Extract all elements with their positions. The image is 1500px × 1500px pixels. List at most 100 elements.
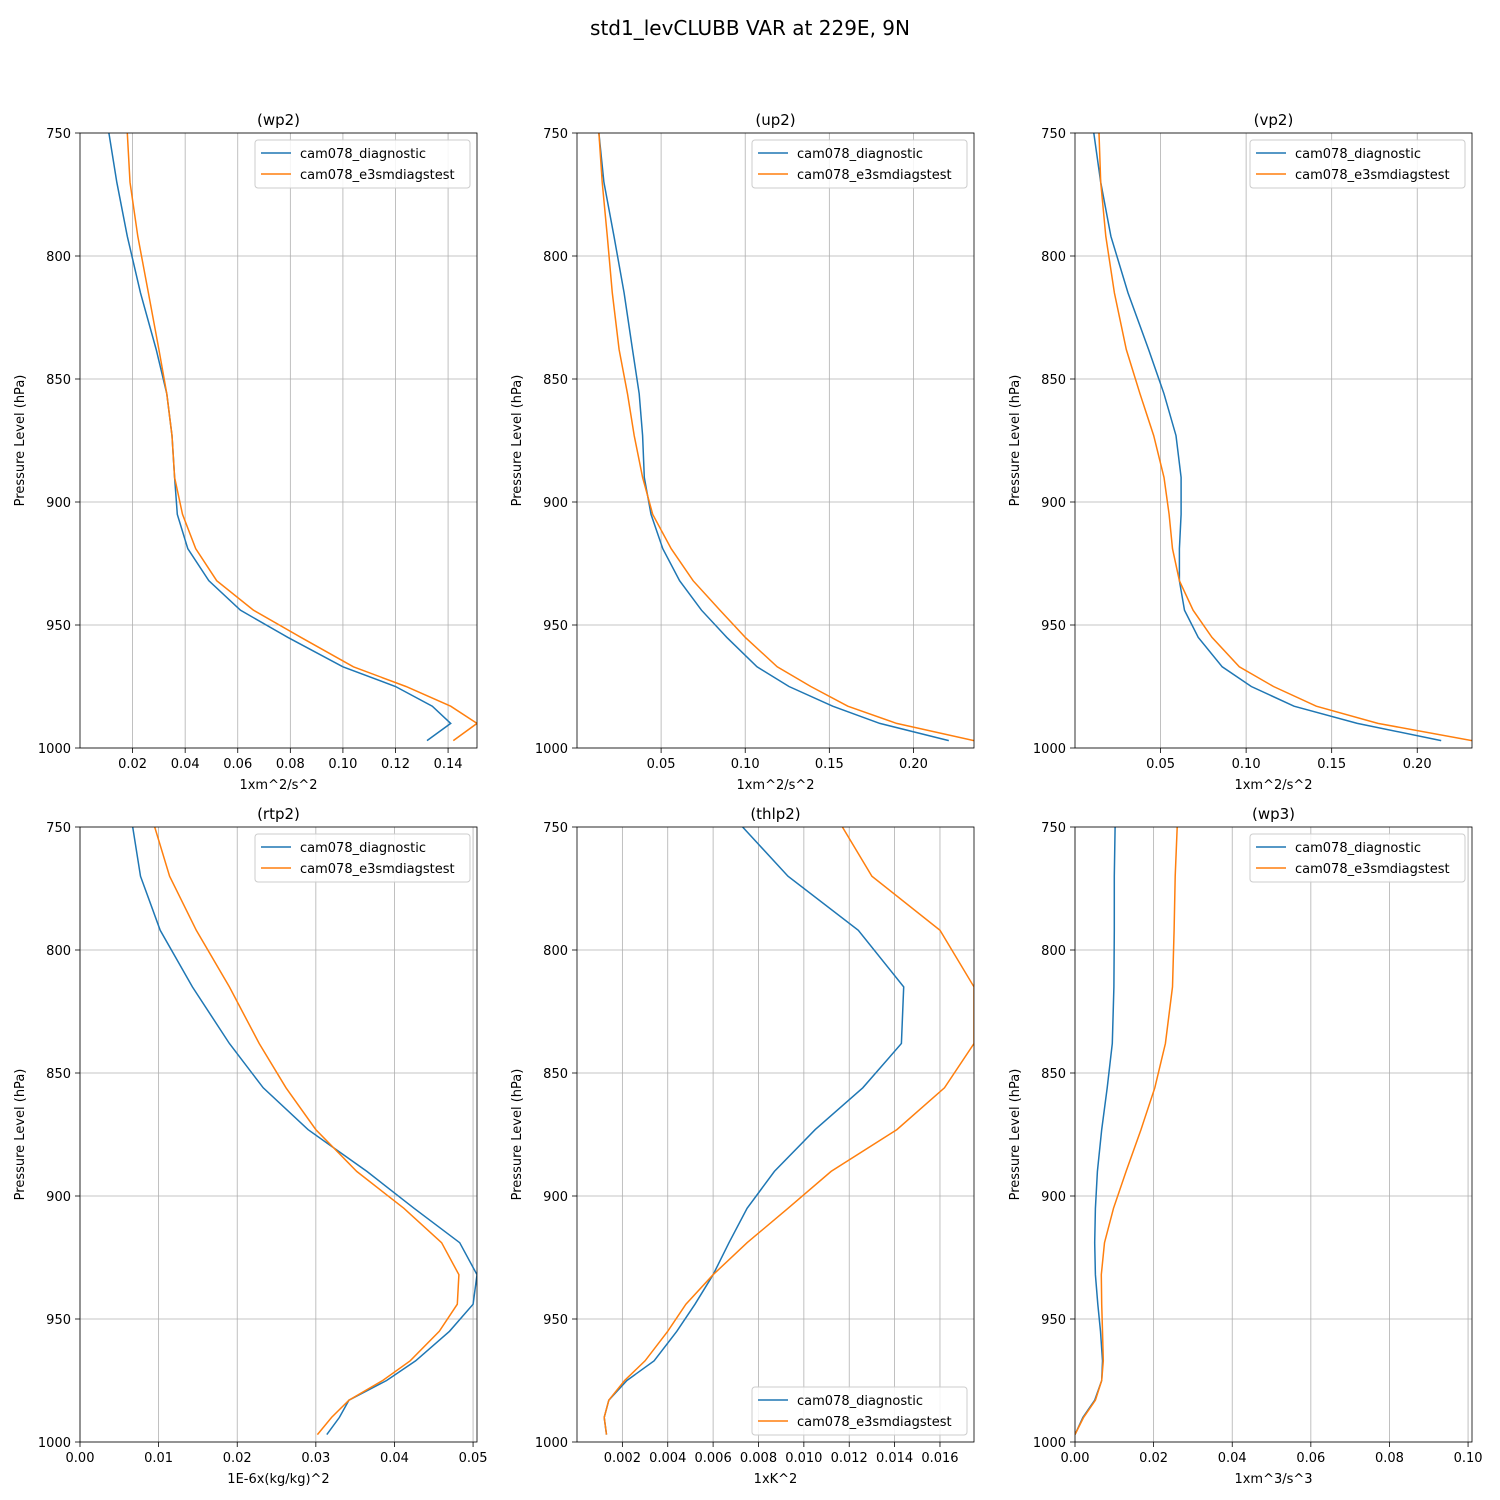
- y-tick-label: 900: [1041, 1190, 1066, 1205]
- x-tick-label: 0.14: [434, 757, 463, 772]
- y-tick-label: 1000: [535, 742, 568, 757]
- y-tick-label: 900: [1041, 496, 1066, 511]
- chart-panel-2: 0.05 0.10 0.15 0.20 750 800 850 900 950 1000 (vp2)…: [1008, 111, 1473, 793]
- axes-frame: [79, 132, 478, 749]
- x-tick-label: 0.02: [118, 757, 147, 772]
- y-tick-label: 750: [543, 821, 568, 836]
- x-tick-label: 0.006: [695, 1451, 732, 1466]
- y-tick-label: 1000: [1033, 1436, 1066, 1451]
- legend-entry: cam078_e3smdiagstest: [300, 168, 455, 183]
- x-tick-label: 0.06: [1296, 1451, 1325, 1466]
- y-tick-label: 750: [46, 821, 71, 836]
- legend-frame: [254, 833, 471, 883]
- legend-entry: cam078_diagnostic: [797, 147, 923, 162]
- x-tick-label: 0.04: [1218, 1451, 1247, 1466]
- y-tick-label: 800: [46, 250, 71, 265]
- x-tick-label: 0.00: [1061, 1451, 1090, 1466]
- series-line-cam078_diagnostic: [603, 827, 905, 1435]
- x-tick-label: 0.12: [381, 757, 410, 772]
- chart-panel-1: 0.05 0.10 0.15 0.20 750 800 850 900 950 1000 (up2)…: [510, 111, 975, 793]
- legend-entry: cam078_diagnostic: [300, 841, 426, 856]
- series-line-cam078_diagnostic: [598, 133, 949, 742]
- series-line-cam078_e3smdiagstest: [1098, 133, 1472, 742]
- y-tick-label: 850: [46, 1067, 71, 1082]
- series-line-cam078_diagnostic: [1075, 827, 1116, 1435]
- x-tick-label: 0.00: [66, 1451, 95, 1466]
- y-tick-label: 800: [1041, 250, 1066, 265]
- x-tick-label: 0.01: [144, 1451, 173, 1466]
- axes-frame: [1074, 132, 1473, 749]
- y-tick-label: 750: [543, 127, 568, 142]
- axes-frame: [576, 826, 975, 1443]
- x-tick-label: 0.20: [899, 757, 928, 772]
- y-axis-label: Pressure Level (hPa): [1008, 375, 1023, 507]
- y-tick-label: 1000: [38, 742, 71, 757]
- y-axis-label: Pressure Level (hPa): [1008, 1069, 1023, 1201]
- x-tick-label: 0.04: [380, 1451, 409, 1466]
- y-tick-label: 850: [1041, 373, 1066, 388]
- x-tick-label: 0.10: [1454, 1451, 1483, 1466]
- x-tick-label: 0.010: [785, 1451, 822, 1466]
- y-axis-label: Pressure Level (hPa): [510, 375, 525, 507]
- x-tick-label: 0.03: [301, 1451, 330, 1466]
- axes-frame: [1074, 826, 1473, 1443]
- legend-frame: [751, 1386, 968, 1436]
- chart-panel-4: 0.002 0.004 0.006 0.008 0.010 0.012 0.014 0.016…: [510, 805, 975, 1487]
- panel-title: (rtp2): [257, 805, 300, 823]
- legend-frame: [1249, 833, 1466, 883]
- x-tick-label: 0.08: [276, 757, 305, 772]
- axes-frame: [576, 132, 975, 749]
- y-tick-label: 800: [543, 944, 568, 959]
- panel-title: (up2): [755, 111, 795, 129]
- x-axis-label: 1E-6x(kg/kg)^2: [227, 1472, 329, 1487]
- y-tick-label: 950: [46, 1313, 71, 1328]
- figure-title: std1_levCLUBB VAR at 229E, 9N: [590, 16, 910, 40]
- y-tick-label: 800: [46, 944, 71, 959]
- x-tick-label: 0.15: [1317, 757, 1346, 772]
- y-tick-label: 1000: [535, 1436, 568, 1451]
- x-axis-label: 1xm^2/s^2: [1234, 778, 1312, 793]
- legend-frame: [254, 139, 471, 189]
- y-tick-label: 850: [1041, 1067, 1066, 1082]
- y-tick-label: 850: [46, 373, 71, 388]
- series-line-cam078_e3smdiagstest: [153, 827, 460, 1436]
- x-tick-label: 0.10: [328, 757, 357, 772]
- series-line-cam078_e3smdiagstest: [126, 133, 477, 742]
- y-tick-label: 900: [46, 1190, 71, 1205]
- panel-title: (wp2): [257, 111, 300, 129]
- series-line-cam078_e3smdiagstest: [598, 133, 974, 742]
- chart-panel-3: 0.00 0.01 0.02 0.03 0.04 0.05 750 800 850 900 950 1…: [13, 805, 488, 1487]
- x-tick-label: 0.05: [459, 1451, 488, 1466]
- x-axis-label: 1xm^3/s^3: [1234, 1472, 1312, 1487]
- y-tick-label: 850: [543, 1067, 568, 1082]
- x-tick-label: 0.08: [1375, 1451, 1404, 1466]
- x-tick-label: 0.04: [171, 757, 200, 772]
- legend-entry: cam078_diagnostic: [300, 147, 426, 162]
- x-tick-label: 0.05: [647, 757, 676, 772]
- x-axis-label: 1xm^2/s^2: [736, 778, 814, 793]
- y-axis-label: Pressure Level (hPa): [13, 1069, 28, 1201]
- x-tick-label: 0.016: [921, 1451, 958, 1466]
- y-tick-label: 750: [46, 127, 71, 142]
- x-tick-label: 0.002: [604, 1451, 641, 1466]
- legend-entry: cam078_diagnostic: [1295, 841, 1421, 856]
- x-tick-label: 0.10: [1232, 757, 1261, 772]
- y-axis-label: Pressure Level (hPa): [510, 1069, 525, 1201]
- y-tick-label: 950: [543, 619, 568, 634]
- legend: cam078_diagnostic cam078_e3smdiagstest: [254, 139, 471, 189]
- y-tick-label: 750: [1041, 127, 1066, 142]
- legend: cam078_diagnostic cam078_e3smdiagstest: [1249, 833, 1466, 883]
- y-tick-label: 950: [1041, 619, 1066, 634]
- panel-title: (wp3): [1252, 805, 1295, 823]
- y-tick-label: 900: [543, 1190, 568, 1205]
- y-tick-label: 800: [1041, 944, 1066, 959]
- legend-frame: [1249, 139, 1466, 189]
- legend: cam078_diagnostic cam078_e3smdiagstest: [751, 139, 968, 189]
- x-tick-label: 0.004: [649, 1451, 686, 1466]
- legend-frame: [751, 139, 968, 189]
- series-line-cam078_diagnostic: [108, 133, 452, 742]
- y-tick-label: 800: [543, 250, 568, 265]
- y-tick-label: 1000: [1033, 742, 1066, 757]
- legend: cam078_diagnostic cam078_e3smdiagstest: [1249, 139, 1466, 189]
